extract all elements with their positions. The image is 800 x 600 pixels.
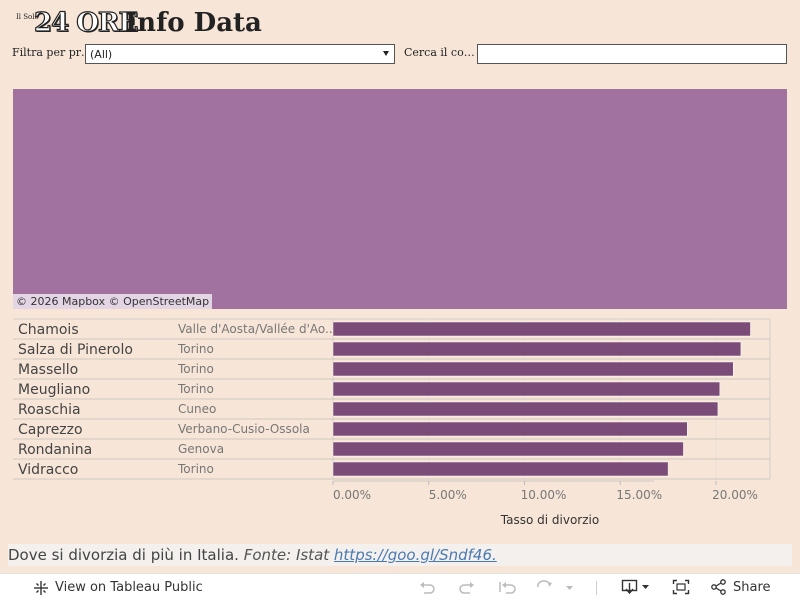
brand-sole-text: Il Sole <box>16 13 39 21</box>
search-label: Cerca il co… <box>404 46 475 59</box>
share-icon[interactable] <box>710 579 728 595</box>
tableau-toolbar: View on Tableau Public Share <box>0 573 800 600</box>
province-label: Cuneo <box>178 402 216 416</box>
province-filter-value: (All) <box>90 48 113 61</box>
bar[interactable] <box>332 361 734 377</box>
toolbar-divider <box>596 581 597 595</box>
osm-attribution[interactable]: © OpenStreetMap <box>108 295 210 308</box>
town-label: Caprezzo <box>18 422 83 438</box>
view-on-tableau-link[interactable]: View on Tableau Public <box>55 580 203 595</box>
map-area[interactable] <box>13 89 787 309</box>
province-label: Torino <box>177 382 214 396</box>
tableau-logo-icon[interactable] <box>33 580 49 596</box>
x-axis-title: Tasso di divorzio <box>500 513 599 527</box>
town-label: Massello <box>18 362 78 378</box>
mapbox-attribution[interactable]: © 2026 Mapbox <box>16 295 106 308</box>
town-label: Salza di Pinerolo <box>18 342 133 358</box>
caption-source: Fonte: Istat <box>243 546 330 564</box>
page-title: Info Data <box>125 8 262 38</box>
province-label: Genova <box>178 442 224 456</box>
map-attribution: © 2026 Mapbox © OpenStreetMap <box>13 294 213 309</box>
x-tick-label: 20.00% <box>712 488 758 502</box>
province-label: Torino <box>177 342 214 356</box>
bar[interactable] <box>332 421 688 437</box>
bar[interactable] <box>332 381 721 397</box>
bar[interactable] <box>332 341 742 357</box>
brand-24ore-logo: 24 ORE <box>33 7 139 38</box>
x-tick-label: 15.00% <box>616 488 662 502</box>
province-label: Torino <box>177 362 214 376</box>
caption-text: Dove si divorzia di più in Italia. <box>8 546 239 564</box>
bar[interactable] <box>332 321 751 337</box>
revert-icon[interactable] <box>498 579 516 595</box>
bar[interactable] <box>332 401 719 417</box>
province-filter-select[interactable]: (All) <box>85 44 395 64</box>
town-label: Chamois <box>18 322 79 338</box>
province-label: Valle d'Aosta/Vallée d'Ao.. <box>178 322 333 336</box>
x-tick-label: 0.00% <box>333 488 371 502</box>
share-button[interactable]: Share <box>733 580 771 595</box>
chevron-down-icon[interactable] <box>383 51 389 56</box>
fullscreen-icon[interactable] <box>672 579 690 595</box>
caption: Dove si divorzia di più in Italia. Fonte… <box>8 544 792 566</box>
redo-icon[interactable] <box>458 579 476 595</box>
town-label: Vidracco <box>18 462 78 478</box>
bar[interactable] <box>332 441 684 457</box>
x-tick-label: 10.00% <box>521 488 567 502</box>
x-tick-label: 5.00% <box>429 488 467 502</box>
town-label: Meugliano <box>18 382 90 398</box>
caption-link[interactable]: https://goo.gl/Sndf46. <box>333 546 497 564</box>
undo-icon[interactable] <box>418 579 436 595</box>
town-label: Rondanina <box>18 442 92 458</box>
divorce-rate-bar-chart: Chamois Valle d'Aosta/Vallée d'Ao.. Salza … <box>13 318 771 527</box>
province-label: Torino <box>177 462 214 476</box>
search-input[interactable] <box>477 44 787 64</box>
bar[interactable] <box>332 461 669 477</box>
province-filter-label: Filtra per pr… <box>12 46 93 59</box>
town-label: Roaschia <box>18 402 81 418</box>
refresh-icon[interactable] <box>536 579 576 595</box>
download-icon[interactable] <box>621 579 653 595</box>
province-label: Verbano-Cusio-Ossola <box>178 422 310 436</box>
